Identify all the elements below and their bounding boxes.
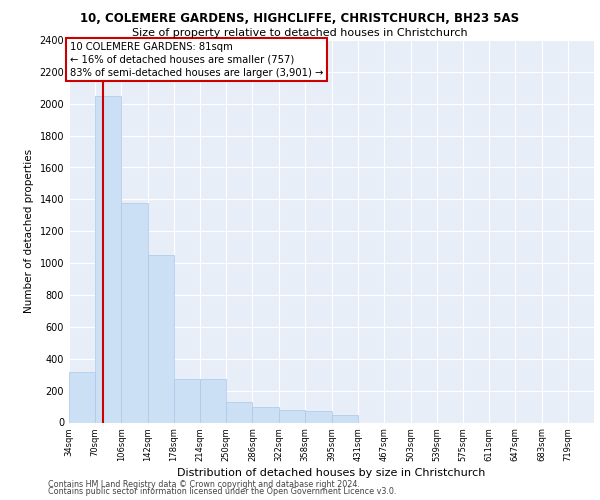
Bar xyxy=(174,380,200,422)
Bar xyxy=(305,412,332,422)
Text: 10 COLEMERE GARDENS: 81sqm
← 16% of detached houses are smaller (757)
83% of sem: 10 COLEMERE GARDENS: 81sqm ← 16% of deta… xyxy=(70,42,323,78)
Bar xyxy=(279,410,305,422)
Bar xyxy=(200,380,226,422)
Bar xyxy=(69,372,95,422)
X-axis label: Distribution of detached houses by size in Christchurch: Distribution of detached houses by size … xyxy=(178,468,485,478)
Bar xyxy=(332,414,358,422)
Bar xyxy=(253,406,279,422)
Text: Contains HM Land Registry data © Crown copyright and database right 2024.: Contains HM Land Registry data © Crown c… xyxy=(48,480,360,489)
Bar xyxy=(95,96,121,422)
Text: Size of property relative to detached houses in Christchurch: Size of property relative to detached ho… xyxy=(132,28,468,38)
Y-axis label: Number of detached properties: Number of detached properties xyxy=(24,149,34,314)
Text: 10, COLEMERE GARDENS, HIGHCLIFFE, CHRISTCHURCH, BH23 5AS: 10, COLEMERE GARDENS, HIGHCLIFFE, CHRIST… xyxy=(80,12,520,26)
Bar xyxy=(226,402,253,422)
Text: Contains public sector information licensed under the Open Government Licence v3: Contains public sector information licen… xyxy=(48,488,397,496)
Bar xyxy=(121,202,148,422)
Bar xyxy=(148,255,174,422)
